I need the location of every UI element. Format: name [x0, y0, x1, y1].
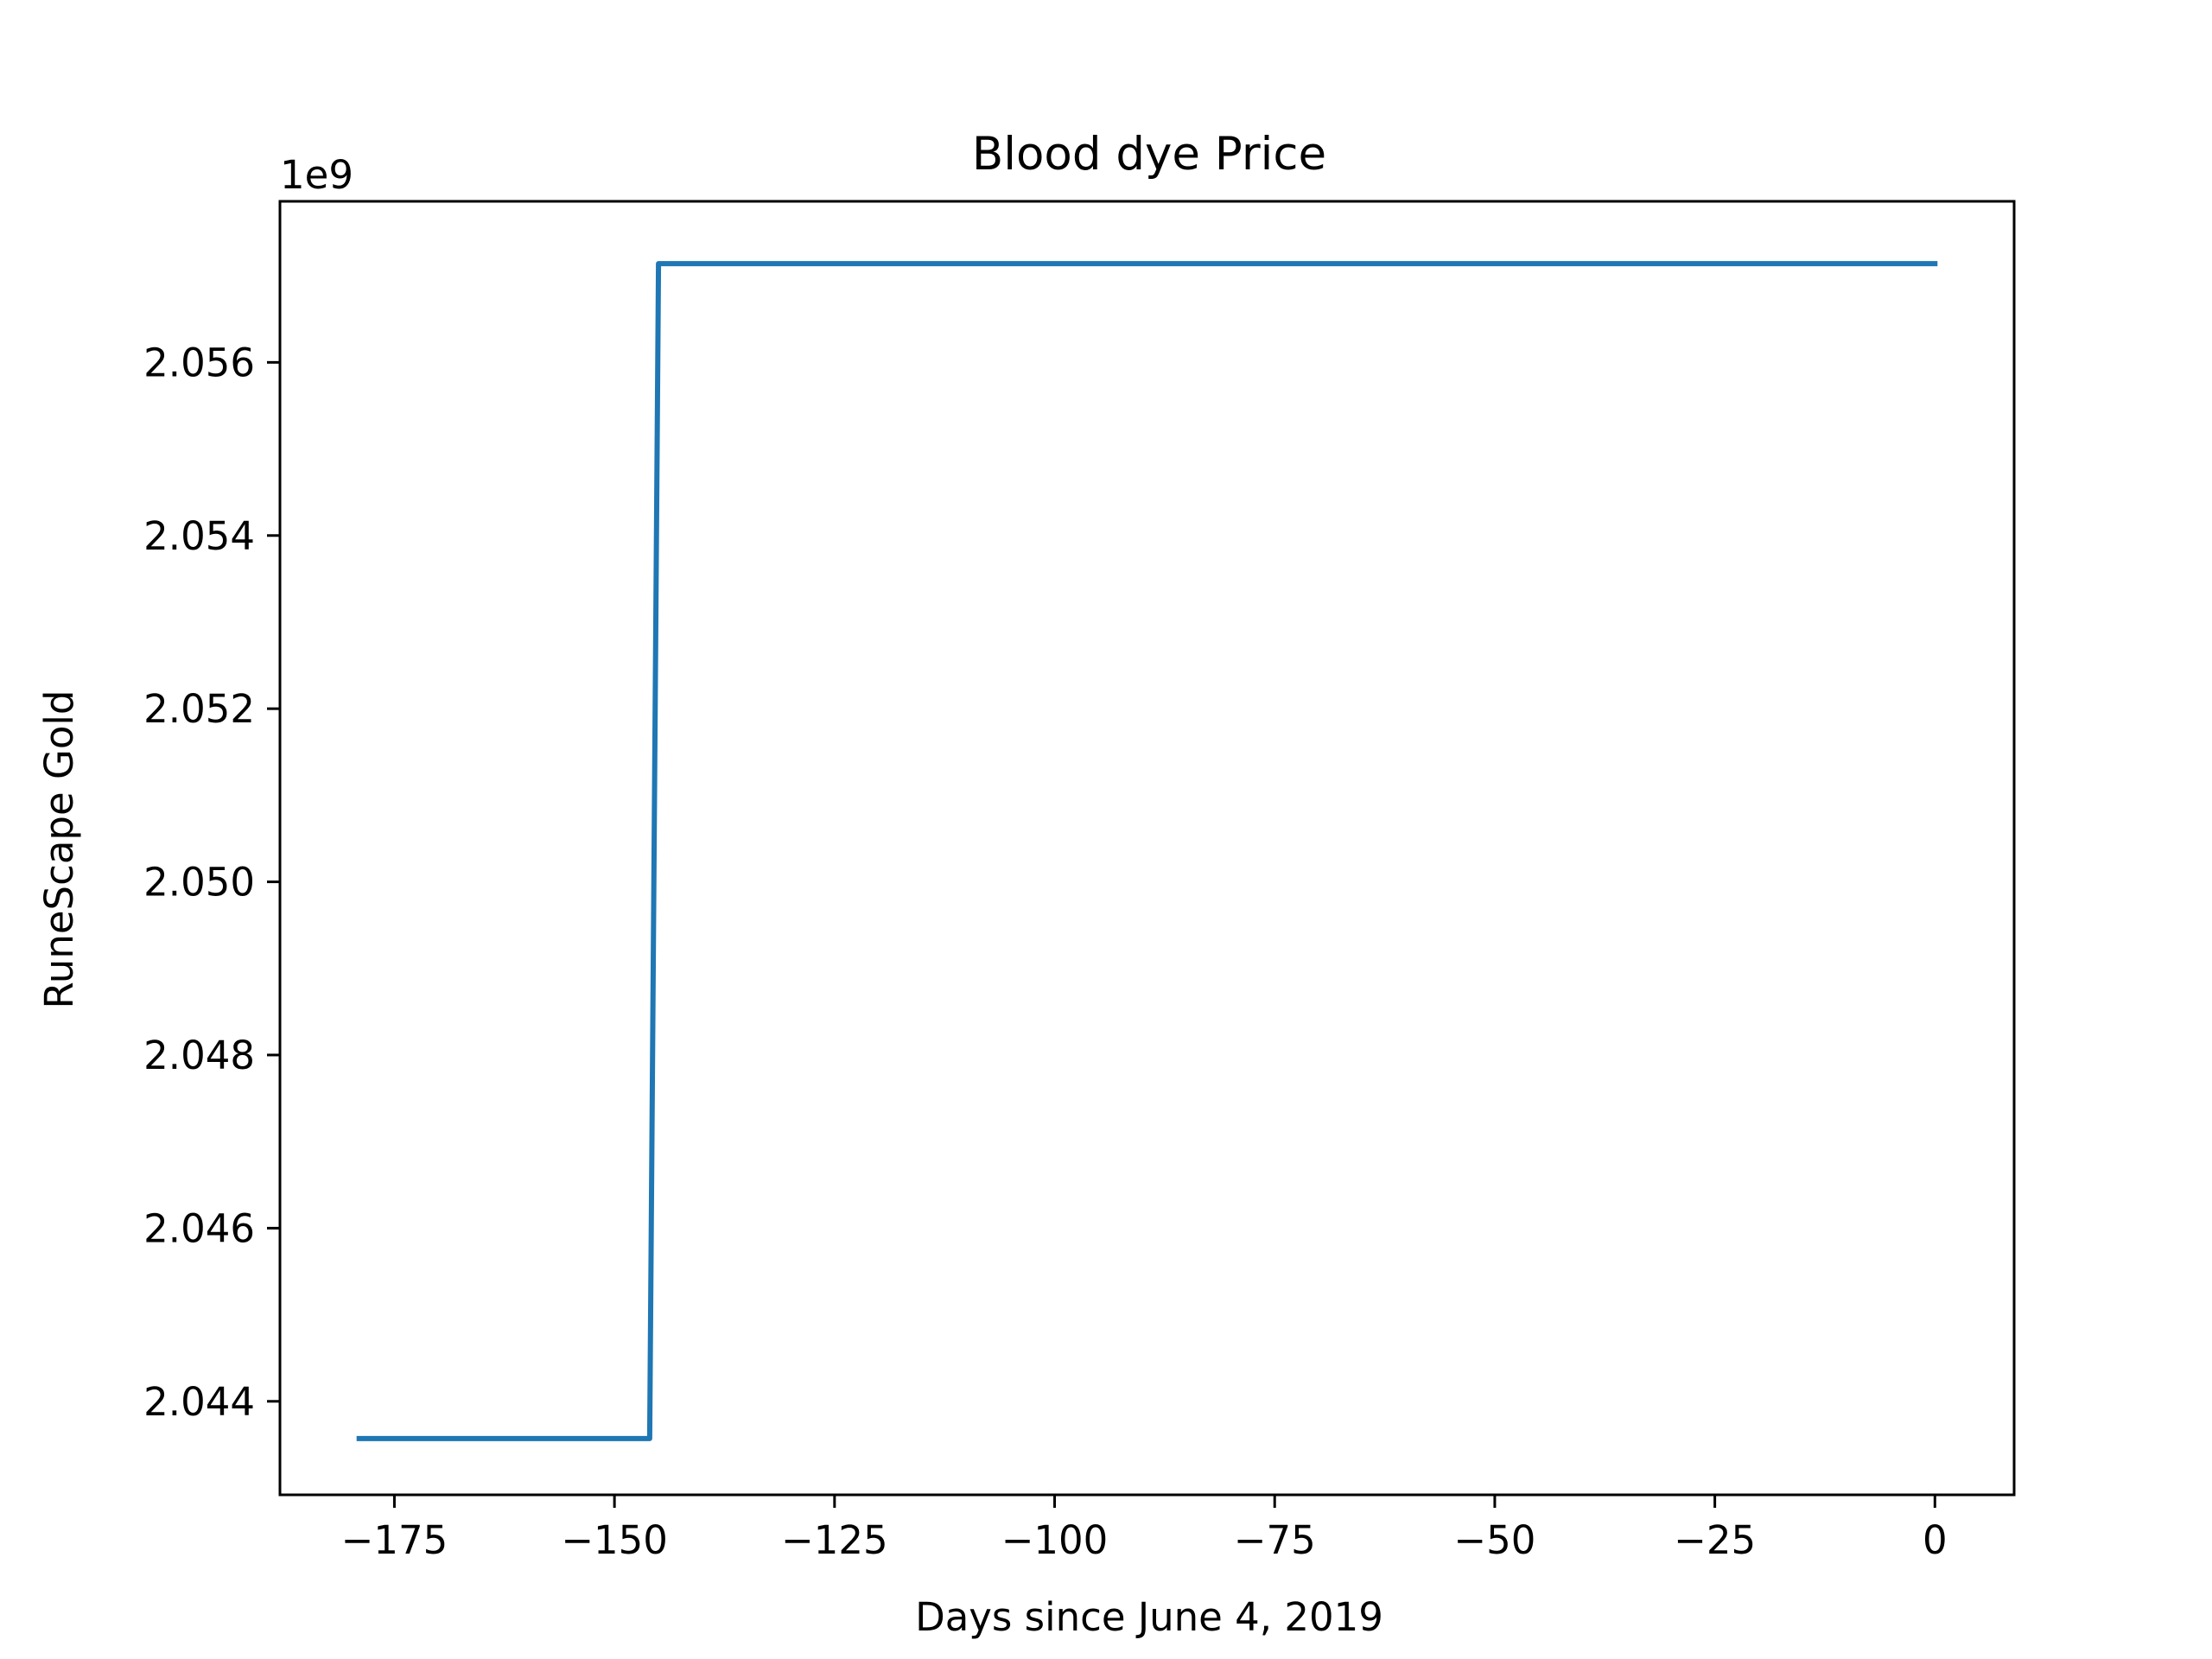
y-tick-label: 2.050 — [143, 860, 255, 906]
chart-title: Blood dye Price — [972, 128, 1326, 181]
y-tick-label: 2.048 — [143, 1033, 255, 1078]
plot-frame — [278, 200, 2016, 1497]
y-tick-label: 2.056 — [143, 340, 255, 385]
x-tick-label: −100 — [1001, 1517, 1109, 1563]
y-offset-label: 1e9 — [280, 152, 353, 198]
x-tick-label: −50 — [1453, 1517, 1535, 1563]
y-axis-label: RuneScape Gold — [36, 690, 82, 1009]
x-tick-label: 0 — [1923, 1517, 1948, 1563]
x-tick-label: −25 — [1674, 1517, 1756, 1563]
x-tick-label: −175 — [341, 1517, 448, 1563]
x-axis-label: Days since June 4, 2019 — [915, 1594, 1383, 1640]
x-tick-label: −150 — [561, 1517, 668, 1563]
x-tick-label: −75 — [1234, 1517, 1316, 1563]
series-line-0 — [356, 261, 1938, 1441]
series-layer — [356, 261, 1938, 1441]
y-tick-label: 2.052 — [143, 686, 255, 732]
axes-layer — [278, 200, 2016, 1497]
x-tick-label: −125 — [781, 1517, 888, 1563]
y-tick-label: 2.054 — [143, 513, 255, 559]
ticks-layer: −175 −150 −125 −100 −75 −50 −25 0 2.044 2.046 2.04… — [143, 340, 1947, 1563]
y-tick-label: 2.044 — [143, 1379, 255, 1425]
y-tick-label: 2.046 — [143, 1205, 255, 1251]
